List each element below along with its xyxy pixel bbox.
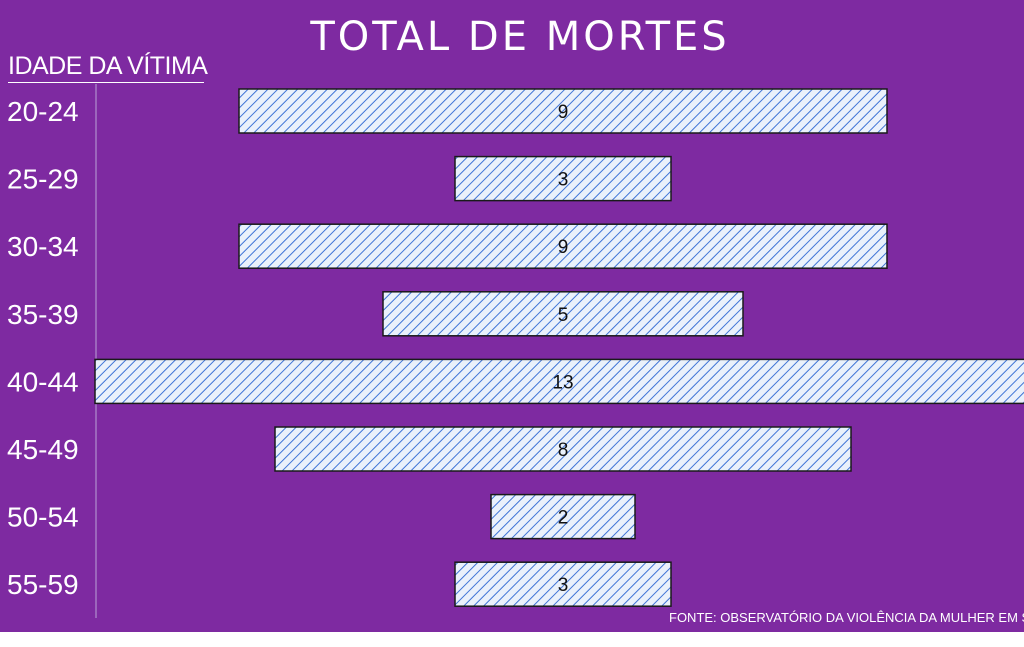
bar-30-34 — [238, 223, 888, 269]
data-label-45-49: 8 — [558, 440, 569, 461]
chart-title: TOTAL DE MORTES — [310, 14, 730, 60]
tick-label-35-39: 35-39 — [7, 299, 79, 330]
bar-chart: 9 3 9 5 13 8 2 3 20-24 25-29 30-34 35-39 40-44 45-49… — [7, 84, 1024, 618]
data-label-40-44: 13 — [552, 372, 573, 393]
data-label-25-29: 3 — [558, 170, 569, 191]
tick-label-40-44: 40-44 — [7, 366, 79, 397]
data-label-20-24: 9 — [558, 102, 569, 123]
bars-group: 9 3 9 5 13 8 2 3 — [94, 88, 1024, 607]
data-label-55-59: 3 — [558, 575, 569, 596]
category-tick-labels: 20-24 25-29 30-34 35-39 40-44 45-49 50-54 55-59 — [7, 96, 79, 600]
bar-50-54 — [490, 493, 636, 540]
bar-45-49 — [274, 426, 852, 472]
tick-label-30-34: 30-34 — [7, 231, 79, 262]
source-note: FONTE: OBSERVATÓRIO DA VIOLÊNCIA DA MULH… — [669, 610, 1024, 625]
chart-panel: TOTAL DE MORTES IDADE DA VÍTIMA 9 3 9 5 13 8 2… — [0, 0, 1024, 632]
bar-35-39 — [382, 291, 744, 337]
tick-label-20-24: 20-24 — [7, 96, 79, 127]
tick-label-55-59: 55-59 — [7, 569, 79, 600]
data-label-50-54: 2 — [558, 508, 569, 529]
bar-25-29 — [454, 155, 672, 202]
tick-label-50-54: 50-54 — [7, 502, 79, 533]
bar-40-44 — [94, 358, 1024, 405]
bar-55-59 — [454, 561, 672, 607]
data-label-30-34: 9 — [558, 237, 569, 258]
tick-label-45-49: 45-49 — [7, 434, 79, 465]
tick-label-25-29: 25-29 — [7, 164, 79, 195]
y-axis-title: IDADE DA VÍTIMA — [8, 52, 208, 83]
bar-20-24 — [238, 88, 888, 134]
data-label-35-39: 5 — [558, 305, 569, 326]
